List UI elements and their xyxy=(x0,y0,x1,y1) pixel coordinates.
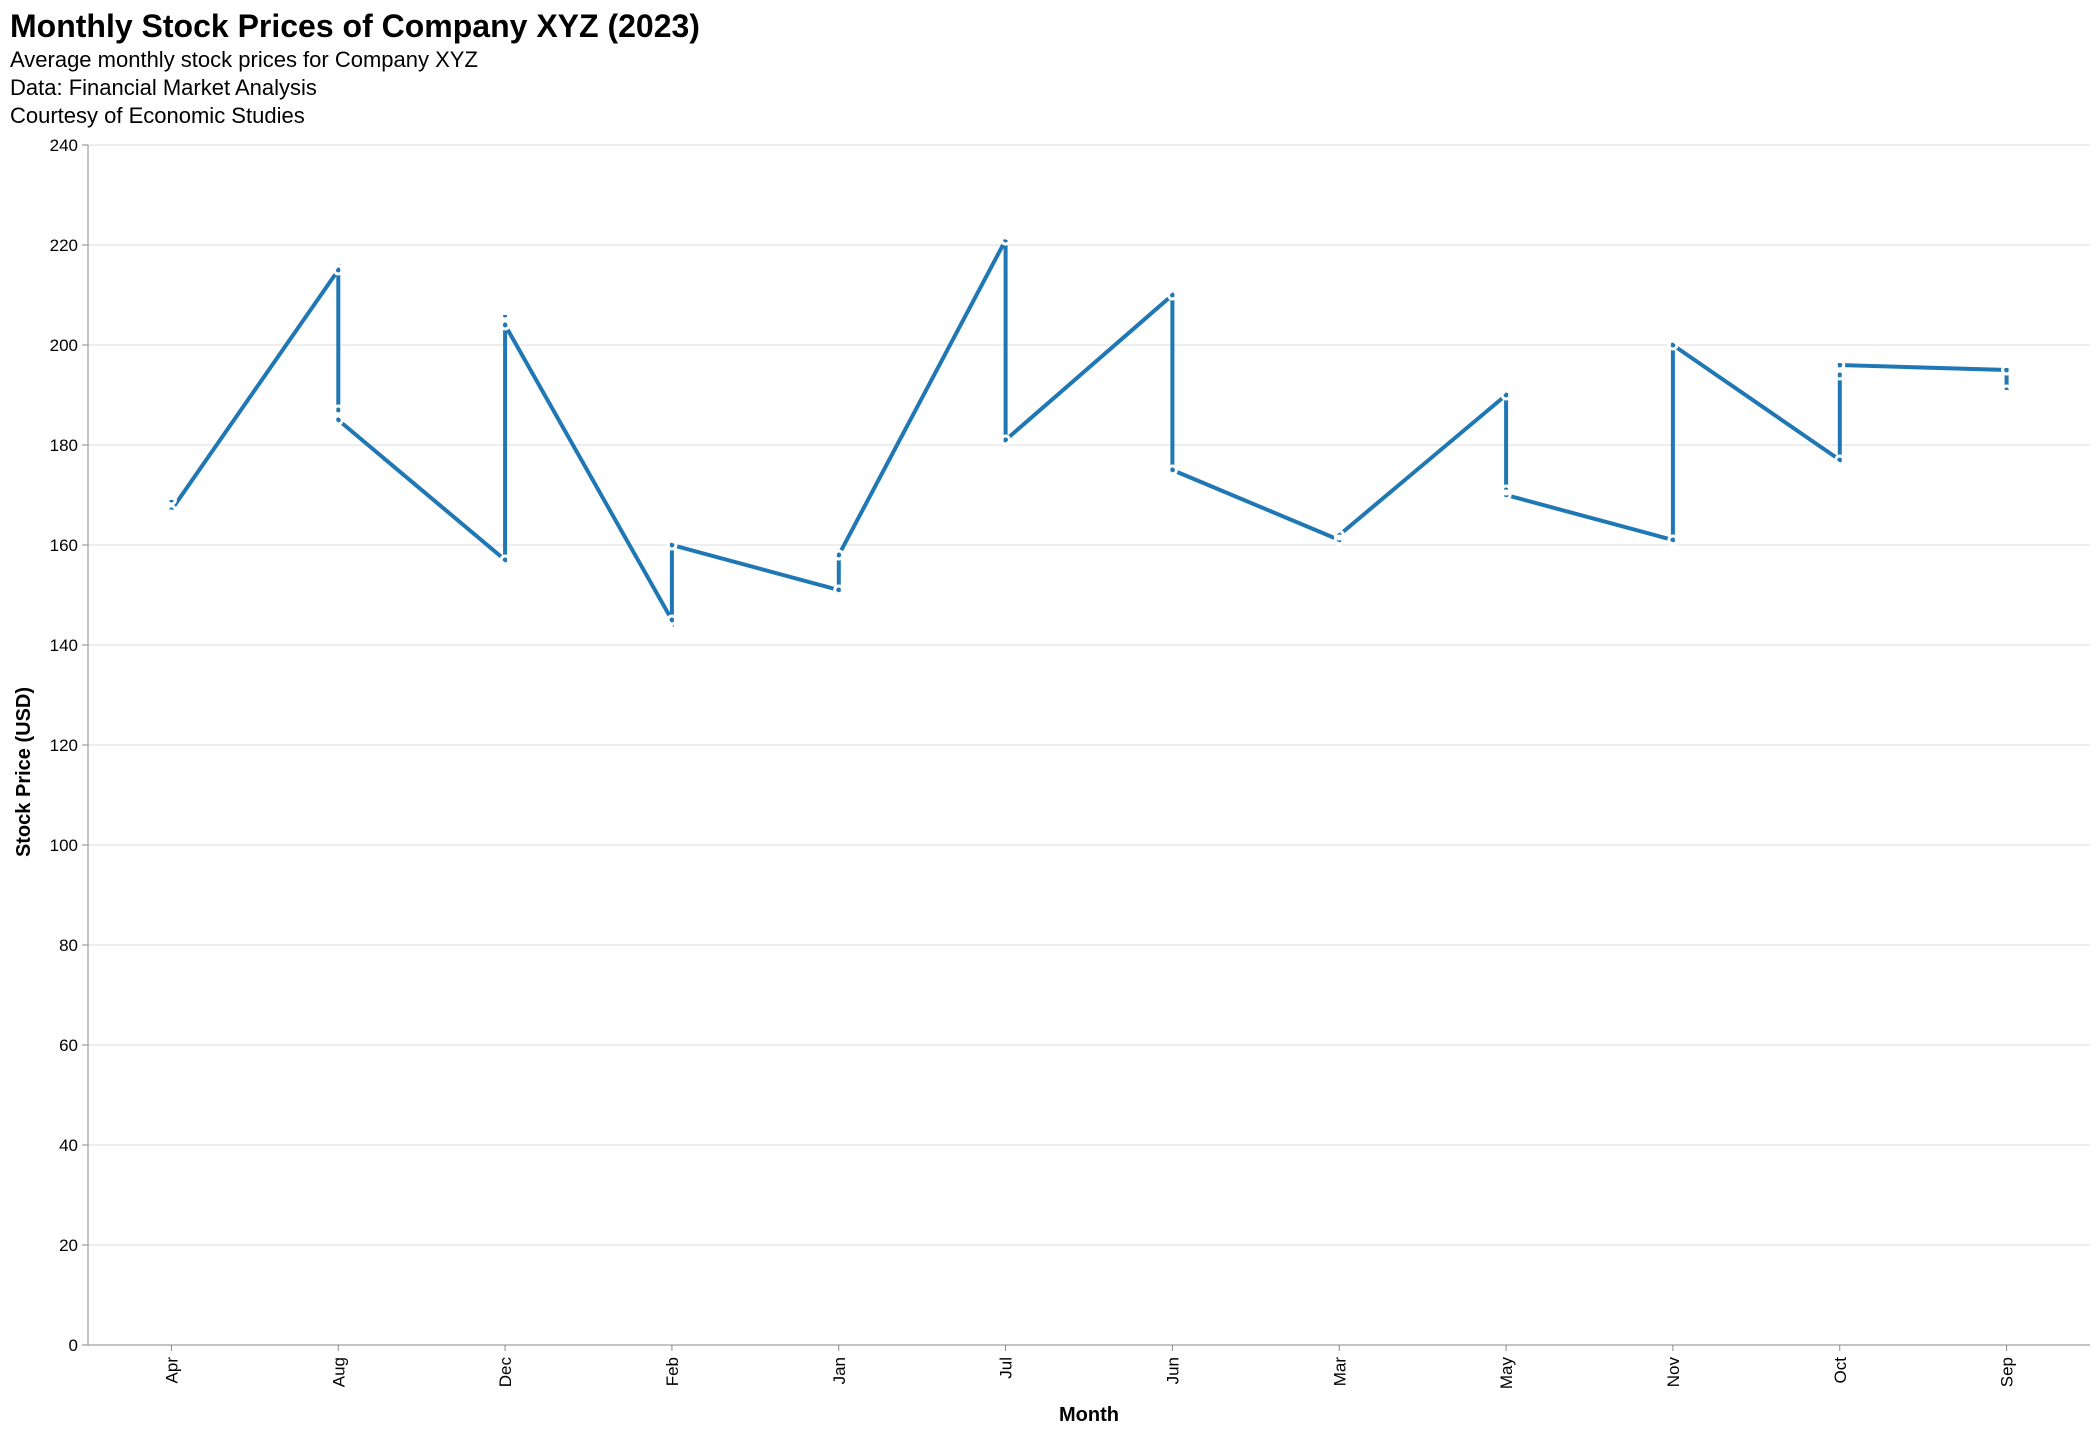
data-point xyxy=(2001,364,2013,376)
data-point xyxy=(833,549,845,561)
x-tick-label: Jan xyxy=(830,1357,849,1384)
data-point xyxy=(666,539,678,551)
data-point xyxy=(1500,484,1512,496)
y-tick-label: 140 xyxy=(50,636,78,655)
data-point xyxy=(1166,289,1178,301)
data-point xyxy=(1667,339,1679,351)
chart-subtitle-line-1: Average monthly stock prices for Company… xyxy=(10,47,478,72)
y-gridlines xyxy=(88,144,2090,1346)
series-line-group xyxy=(165,234,2013,628)
data-point xyxy=(165,504,177,516)
chart-header: Monthly Stock Prices of Company XYZ (202… xyxy=(10,6,700,130)
data-point xyxy=(499,309,511,321)
y-tick-label: 120 xyxy=(50,736,78,755)
x-tick-label: May xyxy=(1497,1357,1516,1390)
data-point xyxy=(165,509,177,521)
data-point xyxy=(499,554,511,566)
y-axis: 0 20 40 60 80 100 120 140 160 180 200 220 240 xyxy=(50,136,89,1355)
y-axis-title: Stock Price (USD) xyxy=(13,687,35,857)
x-tick-label: Sep xyxy=(1998,1357,2017,1387)
y-tick-label: 20 xyxy=(59,1236,78,1255)
chart-subtitle-line-3: Courtesy of Economic Studies xyxy=(10,103,305,128)
x-axis-title: Month xyxy=(1059,1404,1119,1426)
y-tick-label: 220 xyxy=(50,236,78,255)
data-point xyxy=(1000,234,1012,246)
data-point xyxy=(165,494,177,506)
y-tick-label: 240 xyxy=(50,136,78,155)
x-tick-label: Jul xyxy=(997,1357,1016,1379)
data-point xyxy=(1500,389,1512,401)
chart-subtitle-line-2: Data: Financial Market Analysis xyxy=(10,75,317,100)
data-point xyxy=(666,614,678,626)
data-point xyxy=(332,404,344,416)
chart-title: Monthly Stock Prices of Company XYZ (202… xyxy=(10,8,700,44)
x-tick-label: Nov xyxy=(1664,1357,1683,1388)
y-tick-label: 0 xyxy=(69,1336,78,1355)
data-point xyxy=(1000,434,1012,446)
data-point xyxy=(1834,454,1846,466)
data-point xyxy=(332,414,344,426)
data-point xyxy=(1333,529,1345,541)
data-point xyxy=(2001,384,2013,396)
x-tick-label: Aug xyxy=(329,1357,348,1387)
x-tick-label: Apr xyxy=(162,1357,181,1384)
x-tick-label: Mar xyxy=(1330,1357,1349,1387)
y-tick-label: 180 xyxy=(50,436,78,455)
series-line xyxy=(169,239,2009,628)
data-point xyxy=(499,319,511,331)
data-point xyxy=(1834,369,1846,381)
data-point xyxy=(1333,534,1345,546)
y-tick-label: 160 xyxy=(50,536,78,555)
y-tick-label: 200 xyxy=(50,336,78,355)
y-tick-label: 80 xyxy=(59,936,78,955)
data-point xyxy=(332,264,344,276)
x-tick-label: Dec xyxy=(496,1357,515,1388)
y-tick-label: 40 xyxy=(59,1136,78,1155)
data-point xyxy=(1500,489,1512,501)
data-point xyxy=(1166,464,1178,476)
data-point xyxy=(833,584,845,596)
x-tick-label: Jun xyxy=(1163,1357,1182,1384)
x-tick-label: Feb xyxy=(663,1357,682,1386)
data-point xyxy=(1667,534,1679,546)
x-axis: Apr Aug Dec Feb Jan Jul Jun Mar May Nov Oct Sep xyxy=(88,1344,2090,1390)
y-tick-label: 100 xyxy=(50,836,78,855)
x-tick-label: Oct xyxy=(1831,1357,1850,1384)
y-tick-label: 60 xyxy=(59,1036,78,1055)
data-point xyxy=(1834,359,1846,371)
